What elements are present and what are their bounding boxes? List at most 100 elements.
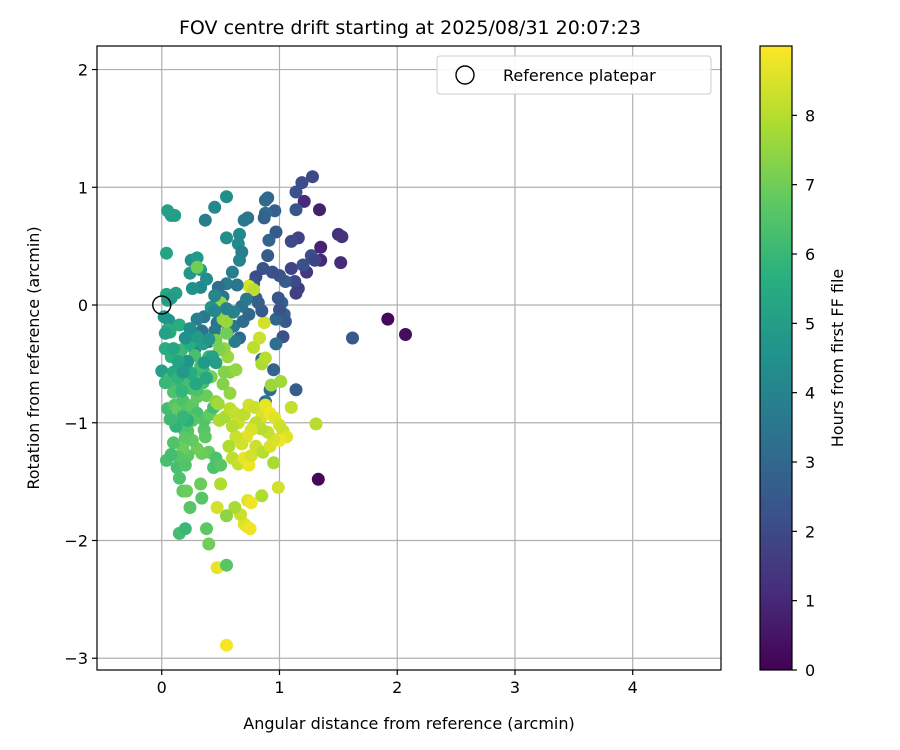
data-point bbox=[295, 176, 309, 190]
data-point bbox=[195, 491, 209, 505]
data-point bbox=[289, 203, 303, 217]
data-point bbox=[183, 501, 197, 514]
y-tick-label: −1 bbox=[64, 414, 88, 433]
data-point bbox=[263, 439, 277, 453]
plot-frame bbox=[96, 45, 722, 671]
axis-ticks: 0 1 2 3 4 −3 −2 −1 0 1 2 bbox=[64, 61, 637, 697]
data-point bbox=[220, 326, 233, 340]
data-point bbox=[229, 430, 243, 444]
data-point bbox=[228, 335, 242, 348]
data-point bbox=[271, 481, 285, 494]
data-point bbox=[198, 430, 212, 444]
data-point bbox=[289, 286, 303, 300]
data-point bbox=[164, 412, 178, 426]
data-point bbox=[178, 431, 192, 445]
data-point bbox=[308, 253, 322, 267]
data-point bbox=[190, 312, 204, 326]
x-tick-label: 1 bbox=[274, 678, 284, 697]
data-point bbox=[220, 231, 233, 245]
data-point bbox=[306, 170, 319, 184]
data-point bbox=[335, 230, 349, 244]
data-point bbox=[229, 363, 243, 377]
data-point bbox=[167, 436, 180, 450]
data-point bbox=[288, 275, 302, 288]
data-point bbox=[216, 377, 230, 391]
data-point bbox=[267, 456, 281, 470]
colorbar-tick-label: 8 bbox=[805, 106, 815, 125]
data-point bbox=[181, 355, 195, 368]
data-point bbox=[240, 292, 253, 306]
data-point bbox=[381, 312, 395, 326]
data-point bbox=[161, 204, 175, 218]
data-point bbox=[284, 234, 298, 248]
data-point bbox=[214, 477, 228, 491]
data-point bbox=[202, 332, 216, 346]
data-point bbox=[202, 537, 216, 551]
data-point bbox=[175, 384, 189, 398]
legend-label-reference-platepar: Reference platepar bbox=[503, 66, 656, 85]
data-point bbox=[334, 256, 348, 270]
data-point bbox=[228, 501, 242, 514]
data-point bbox=[189, 377, 203, 391]
data-point bbox=[399, 328, 412, 341]
colorbar-tick-label: 0 bbox=[805, 661, 815, 680]
x-tick-label: 3 bbox=[510, 678, 520, 697]
data-point bbox=[172, 471, 186, 485]
data-points bbox=[152, 170, 412, 652]
data-point bbox=[223, 386, 237, 400]
data-point bbox=[225, 419, 239, 433]
data-point bbox=[209, 356, 223, 370]
data-point bbox=[214, 458, 228, 472]
data-point bbox=[269, 337, 283, 351]
y-tick-label: −2 bbox=[64, 531, 88, 550]
colorbar: 0 1 2 3 4 5 6 7 8 Hours from first FF file bbox=[759, 45, 847, 680]
colorbar-tick-label: 6 bbox=[805, 245, 815, 264]
colorbar-ticks: 0 1 2 3 4 5 6 7 8 bbox=[792, 106, 815, 680]
data-point bbox=[237, 213, 251, 227]
data-point bbox=[164, 448, 178, 461]
data-point bbox=[289, 383, 303, 397]
data-point bbox=[200, 371, 213, 385]
data-point bbox=[176, 365, 190, 379]
data-point bbox=[261, 249, 275, 263]
y-tick-label: 2 bbox=[78, 61, 88, 80]
data-point bbox=[172, 318, 186, 332]
data-point bbox=[190, 251, 204, 265]
data-point bbox=[190, 260, 204, 274]
data-point bbox=[296, 258, 310, 272]
data-point bbox=[180, 484, 193, 498]
data-point bbox=[313, 203, 326, 217]
data-point bbox=[220, 315, 233, 328]
x-tick-label: 2 bbox=[392, 678, 402, 697]
x-tick-label: 0 bbox=[157, 678, 167, 697]
data-point bbox=[220, 638, 233, 652]
data-point bbox=[158, 326, 172, 340]
data-point bbox=[257, 211, 271, 225]
data-point bbox=[222, 439, 236, 453]
x-tick-label: 4 bbox=[628, 678, 638, 697]
data-point bbox=[164, 291, 178, 305]
data-point bbox=[309, 417, 323, 431]
data-point bbox=[253, 331, 266, 345]
data-point bbox=[258, 193, 272, 207]
data-point bbox=[314, 240, 328, 254]
colorbar-tick-label: 7 bbox=[805, 176, 815, 195]
data-point bbox=[235, 245, 249, 259]
data-point bbox=[284, 400, 298, 414]
legend-marker-open-circle bbox=[455, 65, 475, 85]
y-tick-label: 1 bbox=[78, 178, 88, 197]
data-point bbox=[255, 489, 269, 503]
data-point bbox=[200, 389, 213, 403]
data-point bbox=[158, 376, 172, 390]
data-point bbox=[243, 522, 257, 536]
data-point bbox=[248, 400, 262, 414]
data-point bbox=[210, 501, 224, 514]
colorbar-label: Hours from first FF file bbox=[828, 269, 847, 448]
grid bbox=[97, 46, 721, 670]
data-point bbox=[273, 303, 286, 317]
data-point bbox=[185, 282, 199, 295]
colorbar-tick-label: 4 bbox=[805, 384, 815, 403]
data-point bbox=[225, 265, 239, 279]
data-point bbox=[311, 472, 325, 486]
